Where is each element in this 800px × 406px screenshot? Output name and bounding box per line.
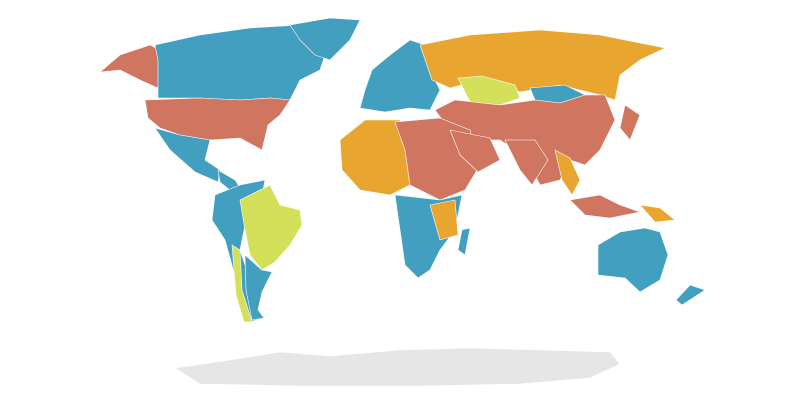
greenland <box>289 17 361 61</box>
alaska <box>99 44 161 89</box>
madagascar <box>457 227 471 256</box>
east-africa <box>429 199 459 241</box>
new-guinea <box>639 204 676 223</box>
mexico <box>154 127 221 183</box>
indonesia <box>569 194 641 219</box>
russia <box>419 29 666 101</box>
australia <box>597 227 669 293</box>
usa <box>144 97 291 151</box>
japan <box>619 104 641 141</box>
brazil <box>239 184 303 271</box>
india <box>504 139 549 186</box>
chile <box>231 244 253 323</box>
southeast-asia <box>554 149 581 196</box>
new-zealand <box>675 284 706 306</box>
argentina <box>244 254 273 321</box>
antarctica <box>174 347 621 387</box>
canada <box>154 24 331 101</box>
arabia <box>449 129 501 173</box>
